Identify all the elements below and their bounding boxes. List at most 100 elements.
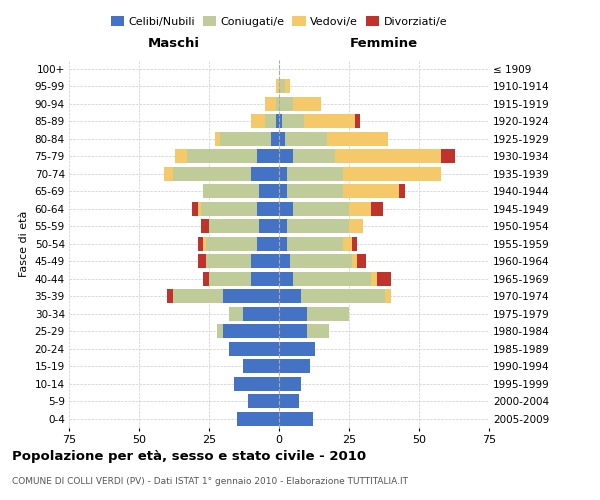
Bar (164, 166, 173, 181)
Bar (167, 289, 173, 304)
Bar (271, 132, 279, 146)
Bar (326, 132, 388, 146)
Bar (343, 236, 352, 251)
Bar (279, 149, 293, 164)
Bar (251, 114, 265, 128)
Bar (257, 149, 279, 164)
Bar (279, 236, 287, 251)
Bar (287, 166, 343, 181)
Bar (200, 219, 209, 234)
Bar (287, 236, 343, 251)
Bar (304, 114, 355, 128)
Bar (293, 96, 321, 111)
Legend: Celibi/Nubili, Coniugati/e, Vedovi/e, Divorziati/e: Celibi/Nubili, Coniugati/e, Vedovi/e, Di… (111, 16, 447, 26)
Bar (229, 306, 242, 321)
Bar (307, 306, 349, 321)
Bar (265, 114, 276, 128)
Bar (279, 272, 293, 286)
Bar (257, 202, 279, 216)
Bar (192, 202, 198, 216)
Bar (442, 149, 455, 164)
Bar (206, 254, 251, 268)
Bar (220, 132, 271, 146)
Bar (279, 202, 293, 216)
Bar (287, 184, 343, 198)
Y-axis label: Fasce di età: Fasce di età (19, 210, 29, 277)
Bar (385, 289, 391, 304)
Bar (279, 376, 301, 391)
Bar (198, 202, 200, 216)
Bar (352, 254, 358, 268)
Bar (358, 254, 366, 268)
Bar (242, 306, 279, 321)
Bar (279, 114, 282, 128)
Bar (234, 376, 279, 391)
Bar (203, 236, 206, 251)
Bar (276, 96, 279, 111)
Bar (282, 114, 304, 128)
Bar (276, 114, 279, 128)
Bar (301, 289, 385, 304)
Bar (352, 236, 358, 251)
Bar (284, 132, 326, 146)
Bar (259, 219, 279, 234)
Bar (290, 254, 352, 268)
Bar (279, 359, 310, 374)
Bar (187, 149, 257, 164)
Text: COMUNE DI COLLI VERDI (PV) - Dati ISTAT 1° gennaio 2010 - Elaborazione TUTTITALI: COMUNE DI COLLI VERDI (PV) - Dati ISTAT … (12, 478, 408, 486)
Bar (198, 254, 206, 268)
Bar (293, 272, 371, 286)
Bar (265, 96, 276, 111)
Bar (279, 412, 313, 426)
Bar (307, 324, 329, 338)
Text: Femmine: Femmine (350, 38, 418, 51)
Bar (198, 236, 203, 251)
Bar (203, 272, 209, 286)
Bar (400, 184, 405, 198)
Bar (335, 149, 442, 164)
Text: Popolazione per età, sesso e stato civile - 2010: Popolazione per età, sesso e stato civil… (12, 450, 366, 463)
Bar (217, 324, 223, 338)
Bar (293, 202, 349, 216)
Bar (251, 254, 279, 268)
Bar (371, 272, 377, 286)
Bar (279, 342, 316, 356)
Bar (293, 149, 335, 164)
Bar (349, 219, 363, 234)
Bar (223, 324, 279, 338)
Bar (206, 236, 257, 251)
Bar (251, 272, 279, 286)
Bar (259, 184, 279, 198)
Bar (349, 202, 371, 216)
Bar (237, 412, 279, 426)
Bar (209, 219, 259, 234)
Bar (223, 289, 279, 304)
Bar (279, 79, 284, 94)
Bar (279, 306, 307, 321)
Bar (343, 184, 400, 198)
Bar (279, 132, 284, 146)
Bar (175, 149, 187, 164)
Text: Maschi: Maschi (148, 38, 200, 51)
Bar (257, 236, 279, 251)
Bar (279, 166, 287, 181)
Bar (279, 219, 287, 234)
Bar (371, 202, 383, 216)
Bar (279, 184, 287, 198)
Bar (287, 219, 349, 234)
Bar (203, 184, 259, 198)
Bar (215, 132, 220, 146)
Bar (279, 394, 299, 408)
Bar (279, 96, 293, 111)
Bar (242, 359, 279, 374)
Bar (251, 166, 279, 181)
Bar (173, 289, 223, 304)
Bar (284, 79, 290, 94)
Bar (276, 79, 279, 94)
Bar (200, 202, 257, 216)
Bar (279, 324, 307, 338)
Bar (343, 166, 442, 181)
Bar (377, 272, 391, 286)
Bar (355, 114, 360, 128)
Bar (209, 272, 251, 286)
